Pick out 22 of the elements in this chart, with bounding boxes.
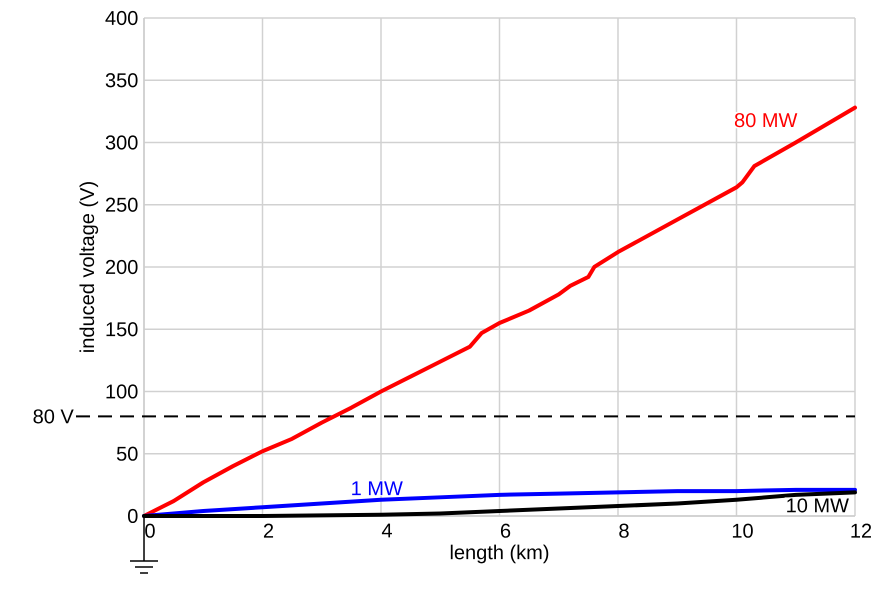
y-tick-label: 150 bbox=[106, 322, 138, 336]
y-tick-label: 350 bbox=[106, 73, 138, 88]
x-tick-label: 6 bbox=[500, 524, 510, 538]
x-tick-label: 2 bbox=[264, 524, 274, 538]
y-tick-label: 200 bbox=[106, 260, 138, 274]
x-tick-label: 10 bbox=[732, 524, 753, 538]
series-label: 1 MW bbox=[352, 481, 403, 496]
x-tick-label: 12 bbox=[851, 524, 871, 538]
x-axis-title: length (km) bbox=[450, 544, 548, 564]
y-tick-label: 400 bbox=[105, 10, 138, 26]
x-tick-label: 0 bbox=[145, 524, 155, 538]
series-label: 80 MW bbox=[734, 113, 798, 128]
ref-line-label: 80 V bbox=[34, 409, 74, 424]
y-tick-label: 50 bbox=[116, 446, 138, 461]
y-tick-label: 300 bbox=[106, 135, 138, 150]
y-axis-title: induced voltage (V) bbox=[79, 182, 98, 352]
y-tick-label: 0 bbox=[128, 508, 138, 524]
y-tick-label: 100 bbox=[106, 384, 138, 399]
y-tick-label: 250 bbox=[106, 198, 138, 212]
x-tick-label: 4 bbox=[382, 524, 392, 538]
series-label: 10 MW bbox=[787, 498, 849, 512]
x-tick-label: 8 bbox=[619, 524, 629, 538]
